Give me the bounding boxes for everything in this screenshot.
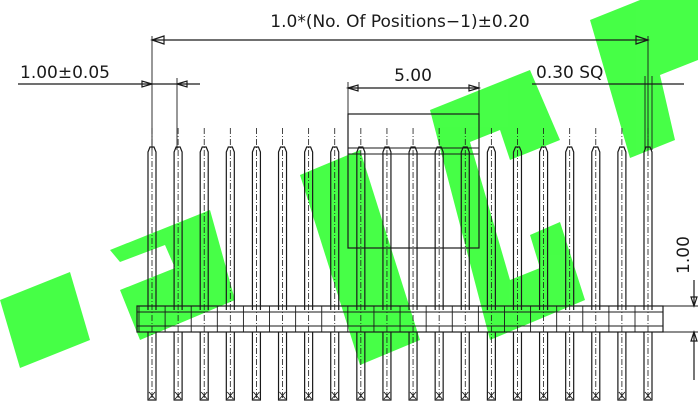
pin-tip-mark <box>279 391 286 400</box>
pin-lower <box>382 332 392 401</box>
mating-box <box>347 113 480 249</box>
height-arrow-bottom <box>690 330 698 342</box>
box-arrow-right <box>468 84 482 92</box>
pitch-arrow-1 <box>141 80 155 88</box>
pin-lower <box>251 332 262 401</box>
pin-tip-mark <box>226 391 234 400</box>
overall-arrow-right <box>635 35 650 45</box>
pin-tip-mark <box>174 391 182 400</box>
overall-arrow-left <box>150 35 165 45</box>
pin-lower <box>512 332 523 401</box>
pin-lower <box>591 332 601 401</box>
pin-tip-mark <box>383 391 391 400</box>
pitch-arrow-2 <box>174 80 188 88</box>
pin-lower <box>173 332 183 401</box>
pin-lower <box>565 332 575 401</box>
pin-tip-mark <box>435 391 443 400</box>
pitch-label: 1.00±0.05 <box>20 63 110 83</box>
box-arrow-left <box>345 84 359 92</box>
pin-tip-mark <box>148 391 156 400</box>
pin-square-label: 0.30 SQ <box>536 63 603 83</box>
pin-lower <box>538 332 549 401</box>
pin-tip-mark <box>592 391 600 400</box>
pin-lower <box>434 332 444 401</box>
pin-tip-mark <box>488 391 495 400</box>
pin-tip-mark <box>461 391 469 400</box>
pin-tip-mark <box>540 391 547 400</box>
pin-lower <box>643 332 653 401</box>
watermark <box>0 0 698 368</box>
pin-lower <box>330 332 340 401</box>
box-width-label: 5.00 <box>394 66 432 86</box>
pin-lower <box>486 332 496 401</box>
pin-lower <box>277 332 288 401</box>
pin-tip-mark <box>305 391 312 400</box>
height-arrow-top <box>690 296 698 308</box>
pin-tip-mark <box>200 391 208 400</box>
pin-lower <box>356 332 366 401</box>
pin-tip-mark <box>644 391 652 400</box>
insulator-height-label: 1.00 <box>674 236 694 274</box>
pin-lower <box>408 332 418 401</box>
pin-tip-mark <box>566 391 574 400</box>
overall-length-label: 1.0*(No. Of Positions−1)±0.20 <box>270 12 529 32</box>
pin-lower <box>147 332 157 401</box>
drawing-geometry <box>18 35 698 401</box>
pin-lower <box>225 332 235 401</box>
pin-tip-mark <box>331 391 339 400</box>
pin-tip-mark <box>514 391 521 400</box>
pin-lower <box>617 332 627 401</box>
pin-lower <box>199 332 209 401</box>
pin-lower <box>460 332 470 401</box>
pin-lower <box>304 332 314 401</box>
pin-tip-mark <box>357 391 365 400</box>
pin-tip-mark <box>618 391 626 400</box>
pin-tip-mark <box>409 391 417 400</box>
pin-tip-mark <box>253 391 260 400</box>
